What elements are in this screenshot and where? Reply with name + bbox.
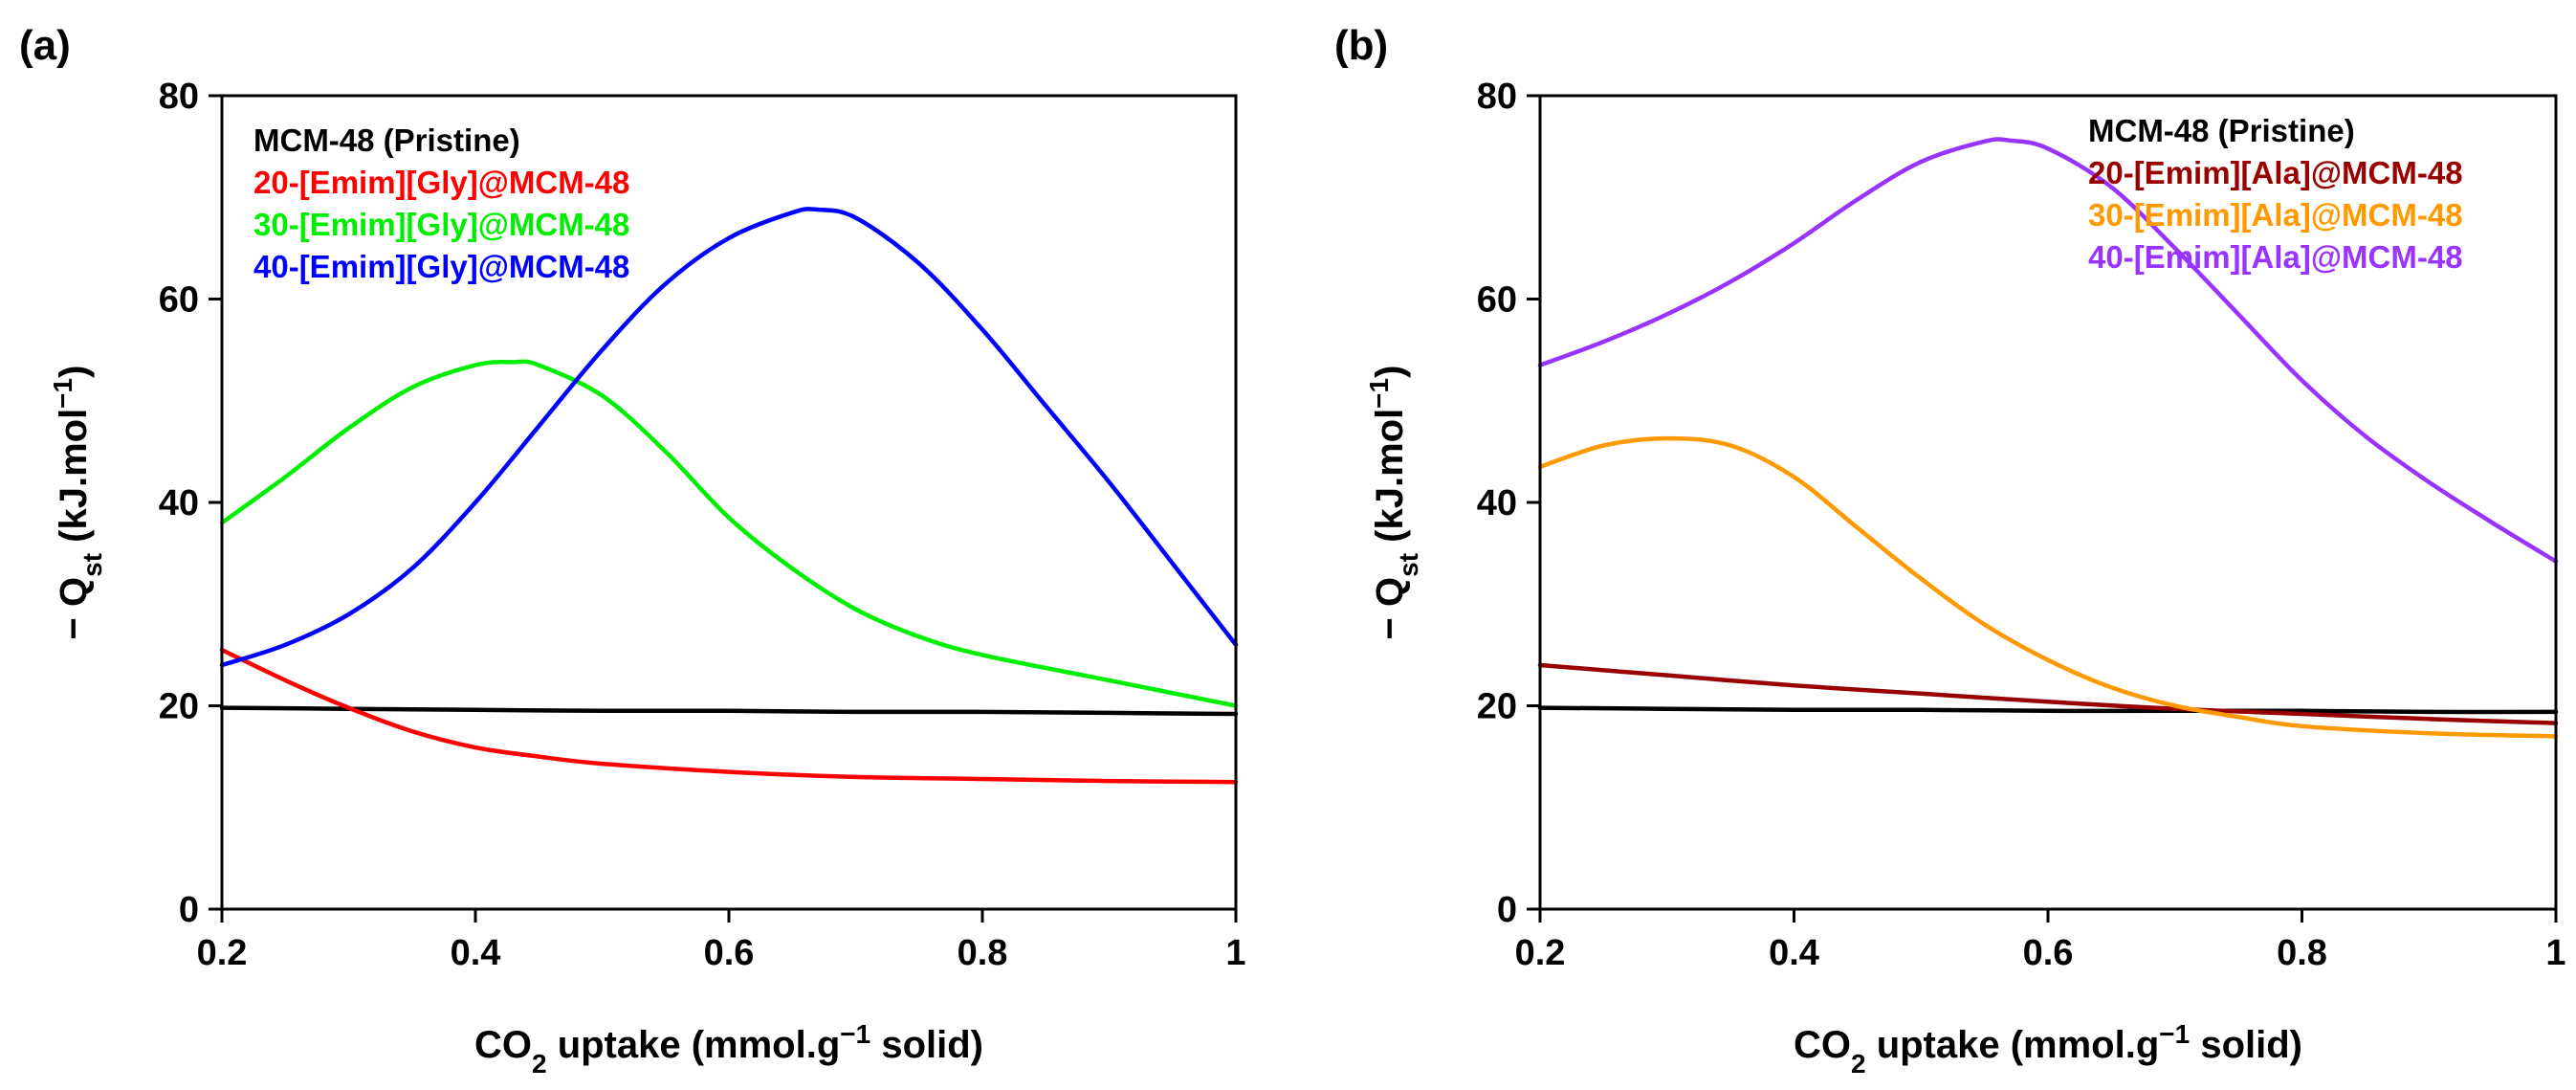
series-line-2 xyxy=(1537,662,2559,725)
y-tick-label: 0 xyxy=(1497,890,1517,930)
legend-entry-4: 40-[Emim][Gly]@MCM-48 xyxy=(253,249,629,284)
legend-entry-2: 20-[Emim][Gly]@MCM-48 xyxy=(253,165,629,200)
x-tick-label: 0.6 xyxy=(2023,933,2074,973)
x-tick-label: 0.4 xyxy=(451,933,501,973)
series-line-3 xyxy=(219,359,1239,708)
y-axis-title: − Qst (kJ.mol−1) xyxy=(48,366,107,640)
y-tick-label: 20 xyxy=(1477,687,1517,727)
x-tick-label: 0.2 xyxy=(197,933,248,973)
y-tick-label: 40 xyxy=(159,483,199,523)
x-tick-label: 0.2 xyxy=(1515,933,1566,973)
legend-entry-2: 20-[Emim][Ala]@MCM-48 xyxy=(2088,155,2463,190)
x-tick-label: 0.4 xyxy=(1769,933,1819,973)
x-axis-title: CO2 uptake (mmol.g−1 solid) xyxy=(474,1019,983,1079)
x-tick-label: 0.6 xyxy=(704,933,755,973)
legend-entry-1: MCM-48 (Pristine) xyxy=(253,122,520,158)
legend-entry-1: MCM-48 (Pristine) xyxy=(2088,113,2355,148)
x-tick-label: 0.8 xyxy=(2277,933,2327,973)
y-tick-label: 80 xyxy=(159,77,199,117)
x-axis-title: CO2 uptake (mmol.g−1 solid) xyxy=(1794,1019,2302,1079)
y-tick-label: 20 xyxy=(159,687,199,727)
y-tick-label: 0 xyxy=(179,890,199,930)
x-tick-label: 1 xyxy=(2545,933,2565,973)
series-line-1 xyxy=(219,705,1239,717)
legend-entry-4: 40-[Emim][Ala]@MCM-48 xyxy=(2088,239,2463,275)
series-line-1 xyxy=(1537,705,2559,715)
y-tick-label: 60 xyxy=(159,280,199,321)
y-tick-label: 40 xyxy=(1477,483,1517,523)
panel-label: (b) xyxy=(1334,22,1388,69)
legend-entry-3: 30-[Emim][Ala]@MCM-48 xyxy=(2088,197,2463,233)
series-line-2 xyxy=(219,647,1239,785)
series-line-4 xyxy=(1537,137,2559,564)
legend-entry-3: 30-[Emim][Gly]@MCM-48 xyxy=(253,207,629,242)
series-line-4 xyxy=(219,207,1239,668)
y-tick-label: 80 xyxy=(1477,77,1517,117)
x-tick-label: 0.8 xyxy=(958,933,1008,973)
y-tick-label: 60 xyxy=(1477,280,1517,321)
x-tick-label: 1 xyxy=(1225,933,1245,973)
series-line-3 xyxy=(1537,435,2559,739)
panel-a: (a) 0.2 0.4 0.6 0.8 1 0 20 40 60 80 CO2 uptake (mmo… xyxy=(19,22,1246,1079)
panel-b: (b) 0.2 0.4 0.6 0.8 1 0 20 40 60 80 CO2 uptake (mmo… xyxy=(1334,22,2566,1079)
y-axis-title: − Qst (kJ.mol−1) xyxy=(1364,366,1423,640)
panel-label: (a) xyxy=(19,22,71,69)
